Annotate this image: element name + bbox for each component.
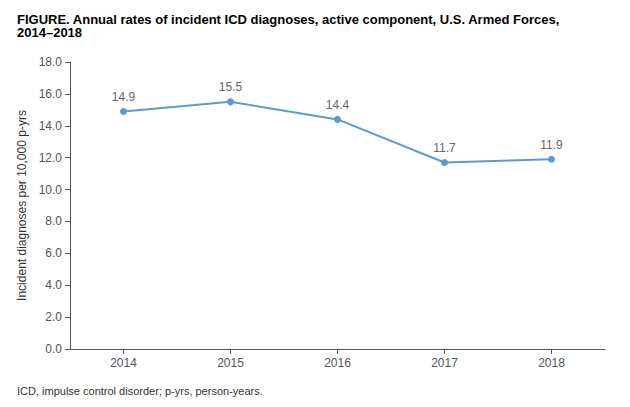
svg-text:6.0: 6.0 — [45, 246, 62, 260]
svg-text:2014–2018: 2014–2018 — [17, 25, 82, 40]
svg-text:Incident diagnoses per 10,000: Incident diagnoses per 10,000 p-yrs — [15, 110, 29, 301]
svg-text:18.0: 18.0 — [39, 55, 63, 69]
svg-text:2015: 2015 — [217, 356, 244, 370]
svg-text:10.0: 10.0 — [39, 183, 63, 197]
svg-text:2016: 2016 — [324, 356, 351, 370]
svg-text:2.0: 2.0 — [45, 310, 62, 324]
svg-text:11.9: 11.9 — [540, 138, 563, 152]
svg-text:15.5: 15.5 — [219, 80, 243, 94]
svg-text:14.9: 14.9 — [112, 90, 136, 104]
svg-text:14.0: 14.0 — [39, 119, 63, 133]
svg-text:14.4: 14.4 — [326, 98, 350, 112]
svg-text:11.7: 11.7 — [433, 141, 456, 155]
svg-text:8.0: 8.0 — [45, 214, 62, 228]
svg-text:2017: 2017 — [431, 356, 458, 370]
svg-text:FIGURE. Annual rates of incide: FIGURE. Annual rates of incident ICD dia… — [17, 12, 563, 27]
svg-text:0.0: 0.0 — [45, 342, 62, 356]
svg-text:2014: 2014 — [110, 356, 137, 370]
svg-text:2018: 2018 — [538, 356, 565, 370]
svg-text:12.0: 12.0 — [39, 151, 63, 165]
svg-text:16.0: 16.0 — [39, 87, 63, 101]
svg-text:4.0: 4.0 — [45, 278, 62, 292]
svg-text:ICD, impulse control disorder;: ICD, impulse control disorder; p-yrs, pe… — [17, 385, 263, 397]
